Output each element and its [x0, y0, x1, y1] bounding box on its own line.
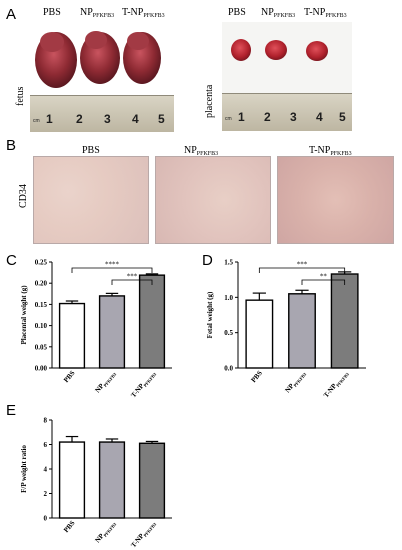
x-tick-label: PBS — [62, 519, 76, 534]
bar-t-np — [138, 274, 166, 369]
y-axis-label: Placental weight (g) — [20, 285, 28, 345]
y-tick-label: 1.0 — [224, 294, 233, 302]
bar-t-np — [330, 273, 359, 369]
fp-ratio-chart: 0 2 4 6 8 F/P weight ratio PBS NPPFKFB3 T-NPPFKF… — [20, 417, 172, 550]
x-tick-label: T-NPPFKFB3 — [322, 369, 350, 400]
histo-label-np: NPPFKFB3 — [184, 145, 219, 157]
panel-letter-e: E — [6, 402, 17, 419]
fetal-weight-chart: 0.0 0.5 1.0 1.5 Fetal weight (g) PBS NPPFKFB3 T… — [206, 259, 366, 400]
fetus-image — [35, 31, 161, 88]
y-tick-label: 1.5 — [224, 259, 233, 267]
y-tick-label: 0.25 — [35, 259, 48, 267]
y-tick-label: 0.10 — [35, 322, 48, 330]
bar-pbs — [58, 302, 86, 369]
significance-bracket — [258, 267, 346, 273]
histo-label-pbs: PBS — [82, 145, 100, 156]
y-tick-label: 0.05 — [35, 343, 48, 351]
bar-np — [288, 293, 316, 369]
significance-bracket — [111, 279, 153, 285]
y-tick-label: 0.5 — [224, 329, 233, 337]
placenta-ruler-2: 2 — [264, 110, 271, 124]
significance-bracket — [301, 279, 346, 285]
bar-pbs — [58, 441, 86, 519]
y-tick-label: 8 — [44, 417, 48, 425]
placenta-ruler-unit: cm — [225, 116, 232, 122]
y-axis-label: Fetal weight (g) — [206, 291, 214, 338]
histo-label-tnp: T-NPPFKFB3 — [309, 145, 352, 157]
significance-bracket — [71, 267, 153, 273]
placenta-label-pbs: PBS — [228, 7, 246, 18]
panel-letter-c: C — [6, 252, 17, 269]
y-tick-label: 0.15 — [35, 301, 48, 309]
histology-pbs — [33, 156, 149, 244]
fetus-ruler-3: 3 — [104, 112, 111, 126]
fetus-ruler-1: 1 — [46, 112, 53, 126]
fetus-2 — [80, 31, 120, 84]
y-tick-label: 2 — [44, 490, 48, 498]
significance-label: *** — [297, 261, 308, 269]
y-tick-label: 4 — [44, 466, 48, 474]
x-tick-label: PBS — [62, 369, 76, 384]
significance-label: ** — [320, 273, 328, 281]
placenta-1 — [231, 39, 251, 61]
fetus-1 — [35, 32, 77, 88]
y-tick-label: 0.0 — [224, 365, 233, 373]
panel-letter-b: B — [6, 137, 17, 154]
placenta-image — [231, 39, 328, 61]
x-tick-label: T-NPPFKFB3 — [129, 369, 157, 400]
significance-label: **** — [105, 261, 120, 269]
histo-row-label: CD34 — [18, 184, 29, 208]
x-tick-label: PBS — [249, 369, 263, 384]
y-axis-label: F/P weight ratio — [20, 445, 28, 493]
placental-weight-chart: 0.00 0.05 0.10 0.15 0.20 0.25 Placental weight… — [20, 259, 172, 400]
fetus-ruler-unit: cm — [33, 118, 40, 124]
panel-letter-d: D — [202, 252, 213, 269]
fetus-ruler-5: 5 — [158, 112, 165, 126]
x-tick-label: NPPFKFB3 — [283, 369, 307, 396]
x-tick-label: T-NPPFKFB3 — [129, 519, 157, 550]
x-tick-label: NPPFKFB3 — [93, 369, 117, 396]
panel-letter-a: A — [6, 6, 17, 23]
histology-tnp — [277, 156, 394, 244]
x-tick-label: NPPFKFB3 — [93, 519, 117, 546]
bar-np — [98, 441, 126, 519]
fetus-label-tnp: T-NPPFKFB3 — [122, 7, 165, 19]
y-tick-label: 0 — [44, 515, 48, 523]
fetus-side-label: fetus — [15, 86, 26, 106]
fetus-ruler-2: 2 — [76, 112, 83, 126]
placenta-side-label: placenta — [204, 84, 215, 118]
placenta-ruler-3: 3 — [290, 110, 297, 124]
placenta-3 — [306, 41, 328, 61]
fetus-ruler: cm 1 2 3 4 5 — [30, 95, 174, 132]
bar-pbs — [245, 299, 274, 369]
placenta-ruler-4: 4 — [316, 110, 323, 124]
fetus-ruler-4: 4 — [132, 112, 139, 126]
placenta-label-tnp: T-NPPFKFB3 — [304, 7, 347, 19]
histology-np — [155, 156, 271, 244]
fetus-3 — [123, 32, 161, 84]
y-tick-label: 0.20 — [35, 280, 48, 288]
significance-label: *** — [127, 273, 138, 281]
placenta-ruler: cm 1 2 3 4 5 — [222, 93, 352, 131]
placenta-label-np: NPPFKFB3 — [261, 7, 296, 19]
fetus-label-pbs: PBS — [43, 7, 61, 18]
bar-t-np — [138, 442, 166, 519]
y-tick-label: 0.00 — [35, 365, 48, 373]
placenta-2 — [265, 40, 287, 60]
y-tick-label: 6 — [44, 441, 48, 449]
bar-np — [98, 295, 126, 369]
fetus-label-np: NPPFKFB3 — [80, 7, 115, 19]
placenta-ruler-1: 1 — [238, 110, 245, 124]
placenta-ruler-5: 5 — [339, 110, 346, 124]
